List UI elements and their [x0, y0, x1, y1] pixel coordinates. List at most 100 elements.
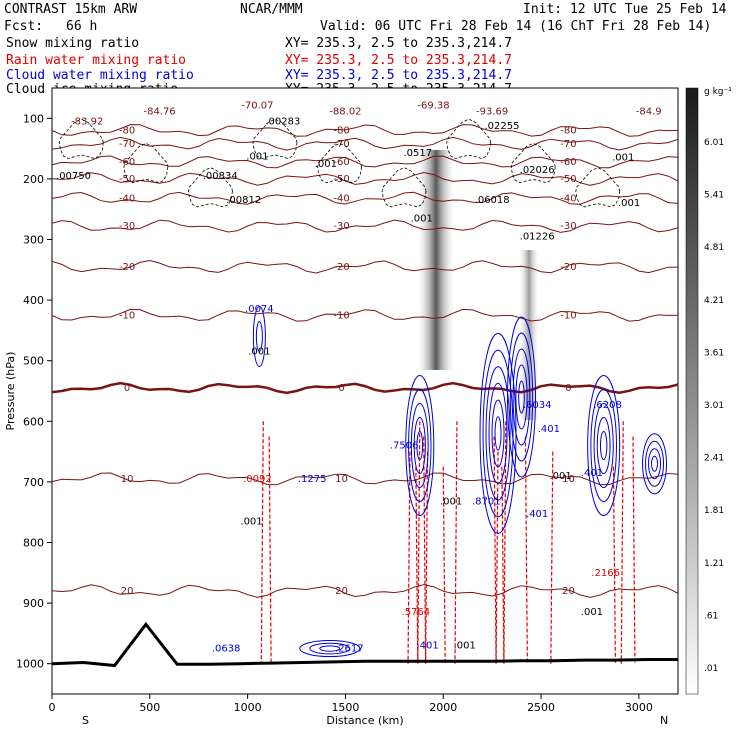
cloud-water-contour: [590, 389, 617, 503]
isotherm-label: 20: [335, 586, 348, 597]
snow-contour: [575, 167, 621, 208]
rain-contour: [454, 421, 458, 664]
contour-value-label: .6034: [523, 400, 552, 411]
rain-contour: [620, 421, 624, 664]
contour-value-label: .02026: [520, 165, 555, 176]
snow-contour: [510, 142, 556, 184]
y-tick-label: 800: [23, 537, 44, 550]
rain-contour: [423, 436, 427, 664]
x-tick-label: 500: [139, 701, 160, 714]
colorbar-tick-label: 3.01: [704, 401, 724, 411]
contour-value-label: -84.9: [636, 107, 662, 118]
y-tick-label: 600: [23, 415, 44, 428]
isotherm-label: -40: [560, 193, 576, 204]
contour-value-label: .401: [526, 509, 548, 520]
north-end-label: N: [660, 714, 668, 727]
snow-contour: [252, 118, 298, 159]
cloud-water-contour: [482, 349, 514, 518]
cloud-water-contour: [507, 316, 536, 478]
snow-contour: [446, 118, 492, 159]
cloud-water-contour: [255, 320, 263, 352]
cloud-water-contour: [485, 366, 511, 501]
y-axis-label: Pressure (hPa): [4, 352, 17, 431]
isotherm-label: -80: [560, 125, 576, 136]
rain-contour: [268, 436, 272, 664]
isotherm-line: [52, 381, 678, 395]
cloud-water-contour: [596, 417, 611, 475]
isotherm-label: -80: [333, 125, 349, 136]
snow-contour: [123, 142, 169, 184]
contour-value-label: .001: [315, 159, 337, 170]
isotherm-label: -30: [333, 221, 349, 232]
contour-value-label: .0517: [403, 148, 432, 159]
snow-contour: [188, 167, 233, 208]
contour-value-label: -70.07: [241, 101, 273, 112]
contour-value-label: .1275: [298, 474, 327, 485]
rain-contour: [632, 436, 636, 664]
init-time: Init: 12 UTC Tue 25 Feb 14: [523, 2, 727, 17]
south-end-label: S: [82, 714, 89, 727]
y-tick-label: 400: [23, 294, 44, 307]
rain-contour: [442, 466, 446, 664]
cloud-water-contour: [645, 440, 665, 487]
colorbar-tick-label: .61: [704, 611, 718, 621]
y-tick-label: 300: [23, 234, 44, 247]
cloud-water-contour: [309, 642, 351, 655]
contour-value-label: .0092: [243, 474, 272, 485]
colorbar-unit: g kg⁻¹: [704, 87, 732, 97]
isotherm-line: [52, 308, 678, 322]
contour-value-label: .02255: [484, 121, 519, 132]
snow-shading-plume: [518, 250, 540, 420]
contour-value-label: -88.02: [329, 107, 361, 118]
forecast-value: 66 h: [66, 19, 97, 34]
contour-value-label: .001: [440, 496, 462, 507]
contour-value-label: .401: [581, 468, 603, 479]
isotherm-label: 10: [121, 474, 134, 485]
isotherm-label: 0: [338, 383, 344, 394]
cloud-water-contour: [410, 403, 429, 489]
rain-contour: [550, 451, 554, 664]
y-tick-label: 700: [23, 476, 44, 489]
contour-value-label: .401: [538, 424, 560, 435]
contour-value-label: -69.38: [417, 101, 449, 112]
x-tick-label: 1500: [331, 701, 359, 714]
cloud-water-contour: [651, 455, 659, 472]
rain-contour: [417, 421, 421, 664]
colorbar-tick-label: 6.01: [704, 138, 724, 148]
snow-shading-plume: [416, 150, 456, 370]
contour-value-label: .001: [618, 198, 640, 209]
y-tick-label: 200: [23, 173, 44, 186]
x-tick-label: 2000: [429, 701, 457, 714]
isotherm-label: -30: [119, 221, 135, 232]
isotherm-label: 0: [124, 383, 130, 394]
isotherm-label: -50: [560, 174, 576, 185]
cloud-water-contour: [512, 348, 531, 446]
contour-value-label: .001: [612, 153, 634, 164]
cloud-water-contour: [252, 305, 266, 367]
isotherm-line: [52, 219, 678, 233]
cloud-water-contour: [319, 645, 341, 652]
isotherm-label: -20: [119, 262, 135, 273]
cloud-water-contour: [642, 433, 668, 495]
contour-value-label: .2166: [591, 568, 620, 579]
cloud-water-contour: [494, 416, 502, 451]
cloud-water-contour: [488, 382, 508, 484]
isotherm-line: [52, 124, 678, 137]
colorbar-tick-label: 1.81: [704, 506, 724, 516]
cloud-water-contour: [518, 380, 525, 414]
contour-value-label: .7506: [390, 441, 419, 452]
isotherm-line: [52, 155, 678, 169]
org-label: NCAR/MMM: [240, 2, 303, 17]
isotherm-label: -70: [119, 139, 135, 150]
contour-value-label: .00834: [203, 171, 238, 182]
snow-contour: [58, 118, 104, 159]
contour-value-label: .00283: [265, 116, 300, 127]
cloud-water-contour: [299, 640, 361, 658]
valid-time: Valid: 06 UTC Fri 28 Feb 14 (16 ChT Fri …: [320, 19, 711, 34]
contour-value-label: .06018: [475, 195, 510, 206]
isotherm-label: -40: [333, 193, 349, 204]
isotherm-label: 0: [565, 383, 571, 394]
isotherm-label: -10: [333, 310, 349, 321]
colorbar: [685, 87, 699, 695]
